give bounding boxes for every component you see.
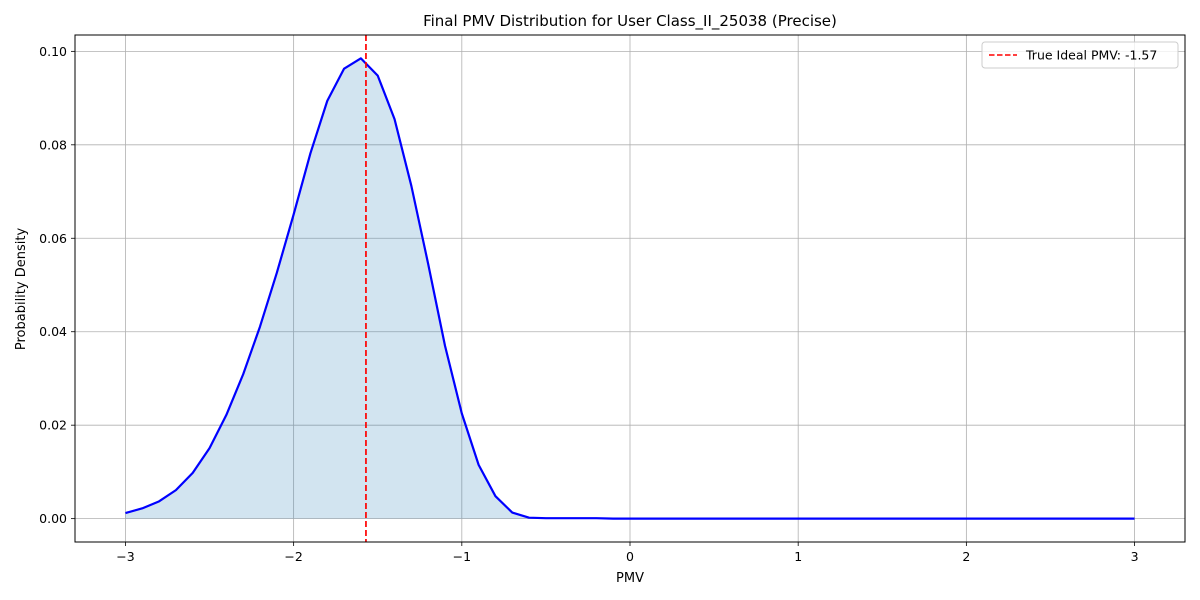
chart-title: Final PMV Distribution for User Class_II… xyxy=(423,12,837,31)
x-tick-label: 3 xyxy=(1131,549,1139,564)
y-tick-label: 0.08 xyxy=(39,137,67,152)
legend-label-reference-line: True Ideal PMV: -1.57 xyxy=(1025,48,1157,63)
y-tick-label: 0.02 xyxy=(39,418,67,433)
y-tick-label: 0.04 xyxy=(39,324,67,339)
y-axis-label: Probability Density xyxy=(14,228,29,351)
x-tick-label: −3 xyxy=(116,549,134,564)
y-axis-ticks: 0.00 0.02 0.04 0.06 0.08 0.10 xyxy=(39,44,75,526)
y-tick-label: 0.06 xyxy=(39,231,67,246)
x-tick-label: 1 xyxy=(794,549,802,564)
x-axis-label: PMV xyxy=(616,571,644,586)
density-fill-area xyxy=(125,58,1135,519)
density-fill xyxy=(125,58,1135,519)
y-tick-label: 0.10 xyxy=(39,44,67,59)
y-tick-label: 0.00 xyxy=(39,511,67,526)
grid xyxy=(75,35,1185,542)
x-tick-label: −2 xyxy=(284,549,302,564)
density-line-layer xyxy=(125,57,1135,520)
legend-box xyxy=(981,41,1179,69)
x-tick-label: −1 xyxy=(453,549,471,564)
density-line xyxy=(125,57,1135,520)
x-tick-label: 0 xyxy=(626,549,634,564)
x-axis-ticks: −3 −2 −1 0 1 2 3 xyxy=(116,542,1139,564)
x-tick-label: 2 xyxy=(962,549,970,564)
legend: True Ideal PMV: -1.57 xyxy=(981,41,1179,69)
